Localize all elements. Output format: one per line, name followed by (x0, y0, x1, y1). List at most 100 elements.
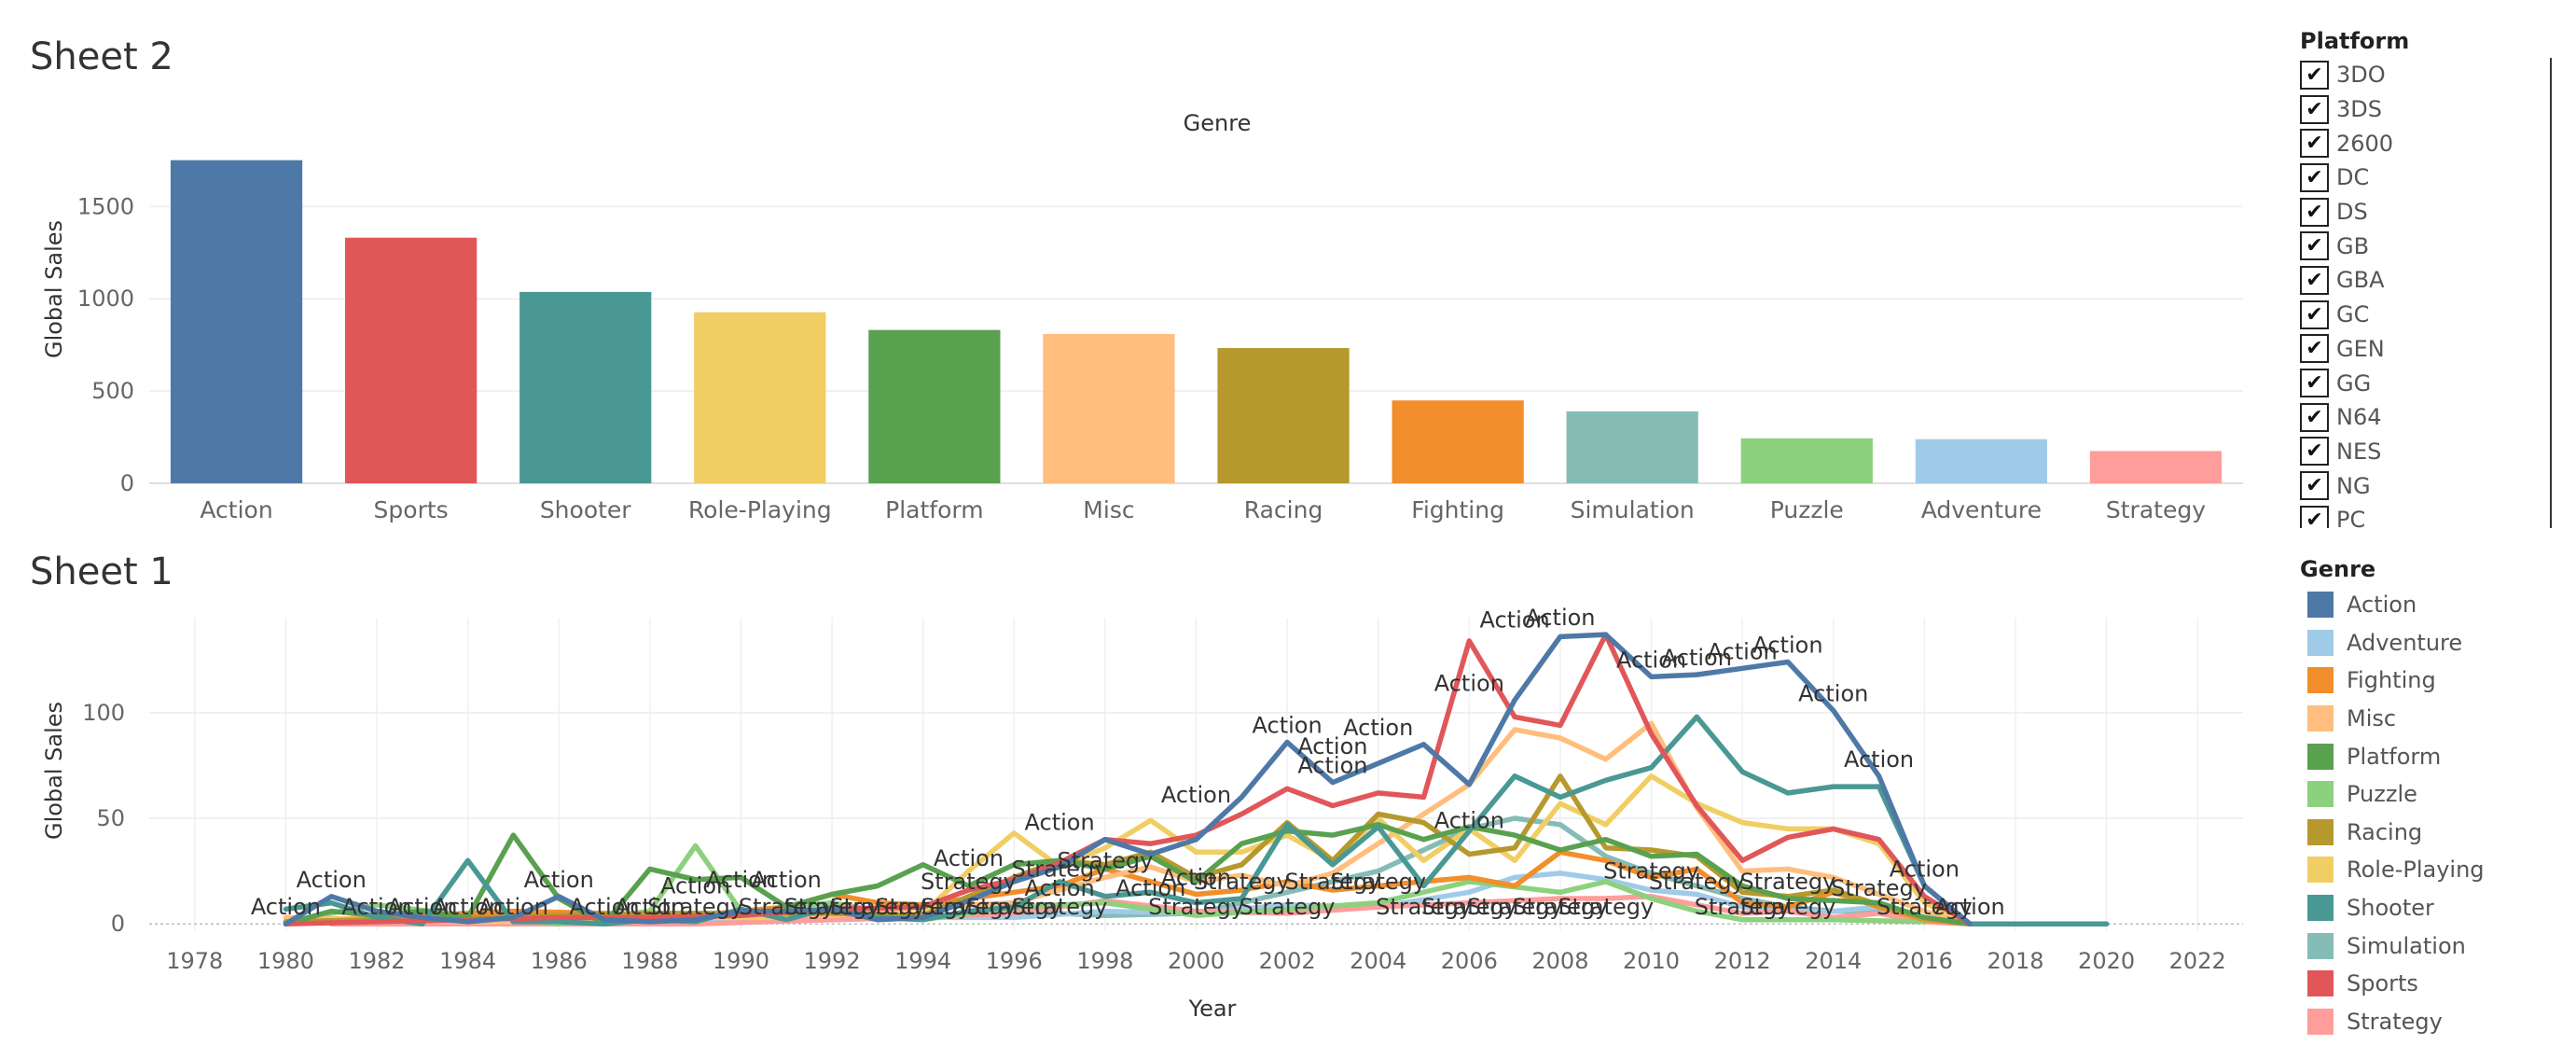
platform-option-n64[interactable]: ✔ N64 (2300, 400, 2576, 435)
line-mark-label: Action (1161, 782, 1231, 808)
line-mark-label: Strategy (1603, 858, 1699, 885)
line-x-tick-label: 2002 (1259, 948, 1316, 974)
line-mark-label: Action (1297, 733, 1367, 759)
platform-filter-scrollbar[interactable] (2550, 58, 2552, 528)
platform-option-gc[interactable]: ✔ GC (2300, 298, 2576, 332)
platform-option-ng[interactable]: ✔ NG (2300, 468, 2576, 503)
line-mark-label: Strategy (1194, 869, 1290, 895)
platform-option-nes[interactable]: ✔ NES (2300, 435, 2576, 469)
checkbox-checked-icon[interactable]: ✔ (2300, 300, 2329, 329)
legend-swatch (2307, 932, 2334, 959)
line-mark-label: Action (1025, 875, 1095, 901)
line-mark-label: Action (1752, 633, 1822, 659)
genre-legend-item-racing[interactable]: Racing (2300, 814, 2576, 852)
line-mark-label: Strategy (1831, 875, 1927, 901)
line-mark-label: Action (1525, 605, 1595, 631)
platform-option-label: PC (2336, 507, 2366, 528)
genre-legend-label: Sports (2347, 970, 2418, 997)
genre-legend-label: Simulation (2347, 932, 2466, 959)
checkbox-checked-icon[interactable]: ✔ (2300, 437, 2329, 467)
bar-category-label: Adventure (1921, 496, 2042, 523)
platform-option-gba[interactable]: ✔ GBA (2300, 263, 2576, 298)
platform-option-pc[interactable]: ✔ PC (2300, 503, 2576, 528)
checkbox-checked-icon[interactable]: ✔ (2300, 60, 2329, 90)
line-mark-label: Strategy (1513, 894, 1609, 920)
platform-option-gen[interactable]: ✔ GEN (2300, 332, 2576, 367)
line-mark-label: Strategy (921, 894, 1017, 920)
checkbox-checked-icon[interactable]: ✔ (2300, 231, 2329, 261)
line-mark-label: Action (1025, 810, 1095, 836)
checkbox-checked-icon[interactable]: ✔ (2300, 94, 2329, 124)
legend-swatch (2307, 667, 2334, 694)
platform-option-label: GC (2336, 301, 2370, 328)
genre-legend-item-role-playing[interactable]: Role-Playing (2300, 851, 2576, 889)
line-x-tick-label: 2016 (1896, 948, 1953, 974)
line-x-tick-label: 2004 (1350, 948, 1406, 974)
platform-filter-title: Platform (2300, 28, 2410, 54)
genre-legend-item-action[interactable]: Action (2300, 586, 2576, 624)
bar-platform[interactable] (868, 329, 1001, 483)
bar-strategy[interactable] (2089, 451, 2223, 483)
checkbox-checked-icon[interactable]: ✔ (2300, 162, 2329, 192)
checkbox-checked-icon[interactable]: ✔ (2300, 265, 2329, 295)
line-x-tick-label: 1994 (894, 948, 951, 974)
platform-option-3ds[interactable]: ✔ 3DS (2300, 92, 2576, 127)
platform-option-gg[interactable]: ✔ GG (2300, 366, 2576, 400)
platform-option-ds[interactable]: ✔ DS (2300, 195, 2576, 230)
genre-legend-item-sports[interactable]: Sports (2300, 965, 2576, 1003)
line-series-action[interactable] (283, 632, 1973, 927)
bar-shooter[interactable] (519, 291, 652, 483)
line-mark-label: Action (934, 845, 1004, 871)
bar-simulation[interactable] (1566, 411, 1698, 483)
line-x-tick-label: 1988 (621, 948, 678, 974)
sheet-2-title: Sheet 2 (30, 35, 173, 78)
genre-legend-label: Racing (2347, 818, 2423, 845)
platform-option-2600[interactable]: ✔ 2600 (2300, 126, 2576, 160)
genre-legend-item-strategy[interactable]: Strategy (2300, 1003, 2576, 1041)
genre-legend-item-shooter[interactable]: Shooter (2300, 889, 2576, 927)
genre-legend-item-platform[interactable]: Platform (2300, 737, 2576, 775)
checkbox-checked-icon[interactable]: ✔ (2300, 129, 2329, 159)
checkbox-checked-icon[interactable]: ✔ (2300, 505, 2329, 528)
checkbox-checked-icon[interactable]: ✔ (2300, 402, 2329, 432)
line-series-shooter[interactable] (283, 714, 2110, 927)
legend-swatch (2307, 818, 2334, 845)
genre-legend-item-misc[interactable]: Misc (2300, 700, 2576, 738)
platform-option-label: GEN (2336, 335, 2385, 362)
bar-misc[interactable] (1043, 333, 1175, 483)
line-mark-label: Action (1935, 894, 2005, 920)
line-series-sports[interactable] (283, 632, 1973, 927)
bar-action[interactable] (170, 160, 303, 483)
bar-y-tick-label: 500 (91, 378, 134, 404)
genre-legend-item-puzzle[interactable]: Puzzle (2300, 775, 2576, 814)
line-y-tick-label: 100 (82, 700, 125, 726)
platform-option-3do[interactable]: ✔ 3DO (2300, 58, 2576, 92)
bar-fighting[interactable] (1392, 400, 1524, 483)
genre-legend-item-fighting[interactable]: Fighting (2300, 662, 2576, 700)
platform-option-gb[interactable]: ✔ GB (2300, 229, 2576, 263)
line-series-strategy[interactable] (328, 894, 1973, 927)
bar-adventure[interactable] (1915, 439, 2047, 483)
checkbox-checked-icon[interactable]: ✔ (2300, 197, 2329, 227)
bar-racing[interactable] (1217, 348, 1350, 483)
genre-legend-item-simulation[interactable]: Simulation (2300, 927, 2576, 965)
line-mark-label: Action (569, 894, 639, 920)
line-mark-label: Action (1844, 746, 1914, 773)
bar-category-label: Fighting (1411, 496, 1504, 523)
genre-legend-label: Fighting (2347, 667, 2436, 694)
line-y-tick-label: 50 (96, 805, 125, 831)
line-mark-label: Strategy (921, 869, 1017, 895)
legend-swatch (2307, 895, 2334, 922)
bar-role-playing[interactable] (694, 312, 826, 483)
line-mark-label: Action (341, 894, 411, 920)
genre-legend-item-adventure[interactable]: Adventure (2300, 624, 2576, 662)
line-mark-label: Strategy (1240, 894, 1336, 920)
checkbox-checked-icon[interactable]: ✔ (2300, 334, 2329, 364)
line-x-tick-label: 2022 (2169, 948, 2226, 974)
platform-option-label: DC (2336, 164, 2370, 191)
bar-sports[interactable] (345, 237, 478, 483)
checkbox-checked-icon[interactable]: ✔ (2300, 471, 2329, 501)
platform-option-dc[interactable]: ✔ DC (2300, 160, 2576, 195)
checkbox-checked-icon[interactable]: ✔ (2300, 369, 2329, 398)
bar-puzzle[interactable] (1740, 438, 1873, 483)
